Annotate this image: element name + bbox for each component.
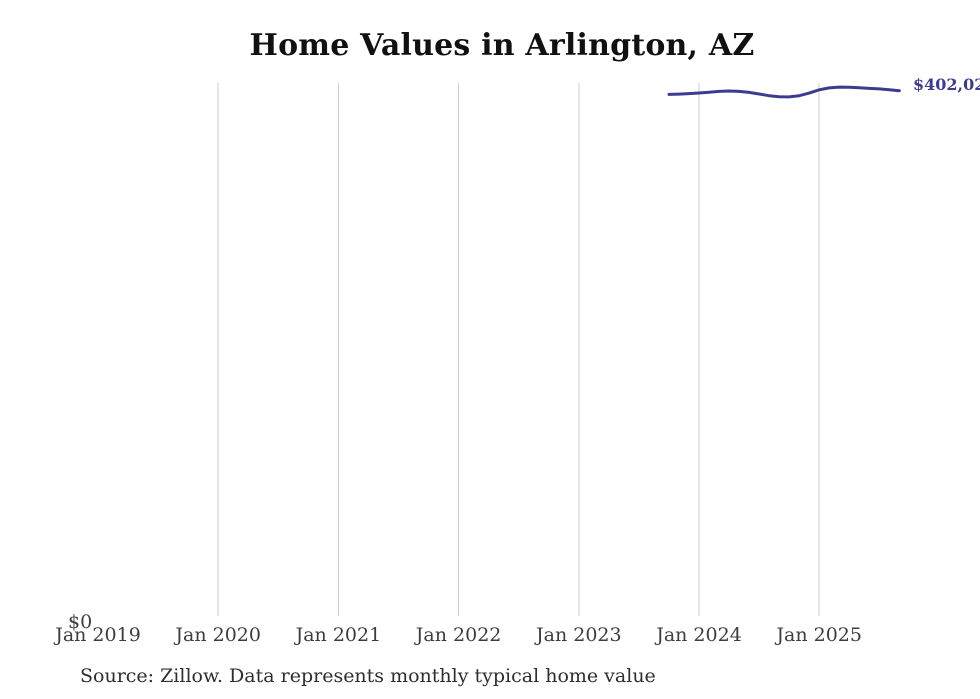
x-tick-label-2023: Jan 2023 bbox=[536, 624, 622, 646]
y-axis-zero-label: $0 bbox=[68, 611, 93, 633]
last-value-annotation: $402,028 bbox=[913, 75, 980, 94]
x-tick-label-2019: Jan 2019 bbox=[55, 624, 141, 646]
home-value-line bbox=[667, 85, 901, 99]
x-tick-label-2025: Jan 2025 bbox=[776, 624, 862, 646]
x-tick-label-2020: Jan 2020 bbox=[175, 624, 261, 646]
x-tick-label-2022: Jan 2022 bbox=[415, 624, 502, 646]
source-note: Source: Zillow. Data represents monthly … bbox=[80, 665, 656, 687]
chart-title: Home Values in Arlington, AZ bbox=[249, 28, 755, 63]
x-tick-label-2021: Jan 2021 bbox=[295, 624, 382, 646]
x-tick-label-2024: Jan 2024 bbox=[656, 624, 742, 646]
vertical-gridlines bbox=[217, 83, 820, 616]
